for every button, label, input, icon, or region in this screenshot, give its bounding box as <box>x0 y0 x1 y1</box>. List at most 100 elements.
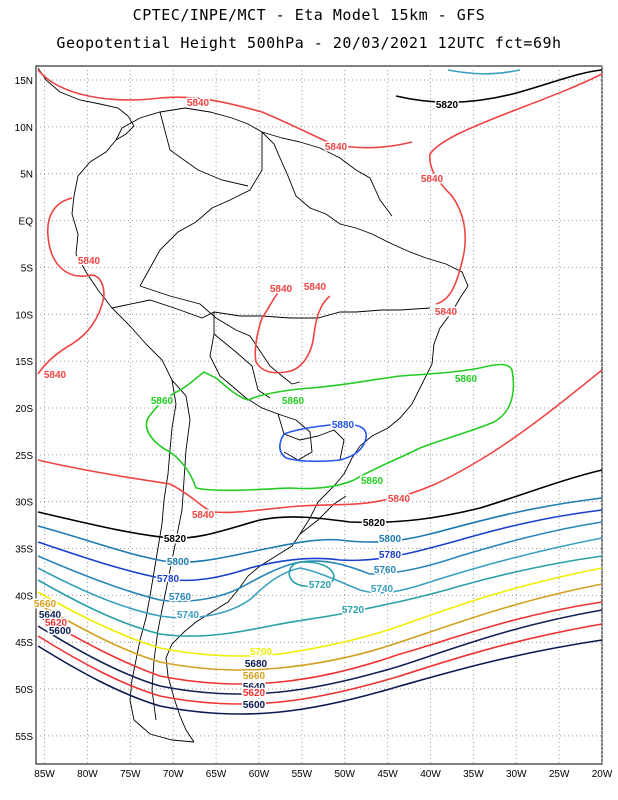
brazil-north <box>261 131 393 217</box>
lat-tick-label: 30S <box>15 498 33 509</box>
contour-5860 <box>145 363 515 492</box>
contour-5800 <box>37 497 603 564</box>
contour-label: 5720 <box>342 605 365 616</box>
contour-label: 5640 <box>39 610 62 621</box>
lon-tick-label: 20W <box>592 769 613 780</box>
contour-label: 5640 <box>243 682 266 693</box>
contour-label: 5840 <box>44 370 67 381</box>
contour-labels: 5820 5840 5840 5840 5840 5840 5840 5840 5840 5840… <box>32 97 479 713</box>
contour-5840-west <box>37 197 105 375</box>
contour-5720-inner <box>288 561 335 588</box>
lat-tick-label: 40S <box>15 591 33 602</box>
lon-tick-label: 80W <box>77 769 98 780</box>
map-axis-ticks: 85W 80W 75W 70W 65W 60W 55W 50W 45W 40W 35W 30W 25W 2… <box>15 76 613 780</box>
contour-label: 5740 <box>177 610 200 621</box>
contour-label: 5660 <box>34 599 57 610</box>
lat-tick-label: 50S <box>15 685 33 696</box>
lon-tick-label: 75W <box>120 769 141 780</box>
uruguay-border <box>299 495 347 535</box>
lat-tick-label: 15S <box>15 357 33 368</box>
lat-tick-label: 20S <box>15 404 33 415</box>
contour-label: 5720 <box>309 580 332 591</box>
contour-5680 <box>37 583 603 671</box>
contour-label: 5840 <box>421 174 444 185</box>
contour-label: 5840 <box>78 256 101 267</box>
contour-5660 <box>37 601 603 685</box>
contour-5840-north-east <box>429 73 603 305</box>
contour-label: 5620 <box>243 688 266 699</box>
lat-tick-label: 10N <box>15 123 33 134</box>
contour-label: 5820 <box>164 534 187 545</box>
lon-tick-label: 50W <box>334 769 355 780</box>
contour-5700 <box>37 567 603 657</box>
lon-tick-label: 85W <box>34 769 55 780</box>
lat-tick-label: 25S <box>15 451 33 462</box>
contour-5800-north <box>447 69 521 75</box>
lat-tick-label: 55S <box>15 732 33 743</box>
bolivia-border <box>213 333 271 399</box>
contour-5780 <box>37 509 603 582</box>
contour-label: 5740 <box>371 584 394 595</box>
contour-label: 5780 <box>379 550 402 561</box>
lon-tick-label: 25W <box>549 769 570 780</box>
contour-5820-south <box>37 469 603 539</box>
pacific-coast <box>71 139 195 743</box>
contour-label: 5820 <box>363 518 386 529</box>
lon-tick-label: 70W <box>163 769 184 780</box>
lon-tick-label: 45W <box>377 769 398 780</box>
contour-5840-central <box>254 289 331 374</box>
contour-lines <box>37 69 603 715</box>
contour-label: 5860 <box>361 476 384 487</box>
contour-label: 5620 <box>45 618 68 629</box>
brazil-west-border <box>139 132 263 287</box>
contour-label: 5860 <box>151 396 174 407</box>
contour-label: 5860 <box>282 396 305 407</box>
lon-tick-label: 55W <box>292 769 313 780</box>
contour-5840-north-west <box>37 69 413 149</box>
contour-5840-south <box>37 369 603 514</box>
paraguay-border <box>277 413 313 461</box>
contour-label: 5680 <box>245 659 268 670</box>
contour-label: 5800 <box>379 534 402 545</box>
map-title-line-2: Geopotential Height 500hPa - 20/03/2021 … <box>56 34 562 52</box>
map-title-line-1: CPTEC/INPE/MCT - Eta Model 15km - GFS <box>132 6 486 24</box>
lat-tick-label: 15N <box>15 76 33 87</box>
lat-tick-label: 5N <box>20 170 33 181</box>
contour-5620 <box>37 623 603 705</box>
contour-label: 5880 <box>332 420 355 431</box>
contour-label: 5840 <box>187 98 210 109</box>
contour-label: 5700 <box>250 647 273 658</box>
contour-label: 5760 <box>374 565 397 576</box>
contour-label: 5840 <box>304 282 327 293</box>
contour-5640 <box>37 609 603 695</box>
contour-label: 5840 <box>325 142 348 153</box>
lon-tick-label: 60W <box>249 769 270 780</box>
brazil-internal <box>213 307 431 319</box>
lat-tick-label: 45S <box>15 638 33 649</box>
contour-label: 5840 <box>435 307 458 318</box>
contour-label: 5780 <box>157 574 180 585</box>
contour-label: 5860 <box>455 374 478 385</box>
lat-tick-label: 35S <box>15 545 33 556</box>
brazil-bolivia-border <box>139 285 301 385</box>
contour-5600 <box>37 639 603 715</box>
contour-label: 5840 <box>192 510 215 521</box>
lat-tick-label: 10S <box>15 310 33 321</box>
contour-5820-north <box>395 69 603 104</box>
contour-label: 5820 <box>436 100 459 111</box>
caribbean-coast <box>115 107 469 743</box>
lon-tick-label: 65W <box>206 769 227 780</box>
contour-5720 <box>37 555 603 637</box>
contour-label: 5600 <box>243 700 266 711</box>
venezuela-border <box>159 111 249 187</box>
contour-label: 5840 <box>270 284 293 295</box>
contour-label: 5840 <box>388 494 411 505</box>
contour-label: 5600 <box>49 626 72 637</box>
contour-label: 5660 <box>243 671 266 682</box>
lon-tick-label: 30W <box>506 769 527 780</box>
lat-tick-label: EQ <box>19 217 34 228</box>
lon-tick-label: 35W <box>463 769 484 780</box>
lon-tick-label: 40W <box>420 769 441 780</box>
andean-borders <box>111 299 345 461</box>
